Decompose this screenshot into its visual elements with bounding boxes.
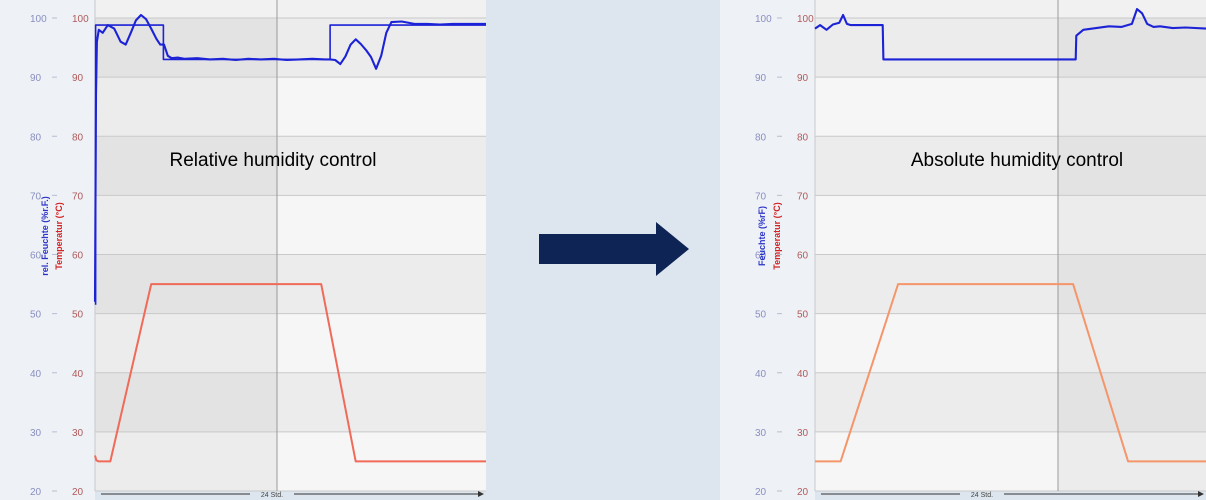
grid-band [815,18,1058,78]
grid-band [1058,372,1206,432]
grid-band [95,18,277,78]
grid-band [277,313,486,373]
grid-band [277,372,486,432]
tick-label-left: 60 [30,251,42,262]
tick-label-right: 60 [72,251,84,262]
tick-label-right: 20 [72,487,84,498]
grid-band [277,18,486,78]
relative-humidity-chart: 100 90 80 70 60 50 40 30 20 100 90 80 70 60 50 40 30 20 re… [0,0,486,500]
y-axis-label-temperature: Temperatur (°C) [54,202,64,269]
grid-band [95,0,486,18]
tick-label-right: 70 [72,191,84,202]
chart-title: Absolute humidity control [911,150,1123,171]
tick-label-right: 40 [797,369,809,380]
grid-band [815,77,1058,137]
grid-band [815,195,1058,255]
tick-label-left: 50 [755,310,767,321]
tick-label-right: 100 [72,14,89,25]
grid-band [815,372,1058,432]
grid-band [95,77,277,137]
tick-label-left: 40 [30,369,42,380]
grid-band [815,313,1058,373]
tick-label-right: 50 [72,310,84,321]
grid-band [1058,136,1206,196]
tick-label-right: 40 [72,369,84,380]
tick-label-left: 80 [755,132,767,143]
grid-band [1058,254,1206,314]
tick-label-left: 100 [30,14,47,25]
series-temperature [94,283,486,463]
tick-label-left: 50 [30,310,42,321]
grid-band [95,195,277,255]
series-temperature [815,283,1206,463]
tick-label-left: 80 [30,132,42,143]
tick-label-right: 30 [72,428,84,439]
series-humidity-actual [814,8,1206,61]
axis-margin [0,0,95,500]
tick-label-right: 30 [797,428,809,439]
grid-band [815,431,1058,491]
grid-band [815,136,1058,196]
tick-label-left: 40 [755,369,767,380]
tick-label-right: 90 [797,73,809,84]
x-axis-arrowhead [1198,491,1204,497]
grid-band [95,372,277,432]
tick-label-left: 20 [30,487,42,498]
tick-label-left: 30 [755,428,767,439]
grid-band [1058,195,1206,255]
y-axis-label-humidity: rel. Feuchte (%r.F.) [40,196,50,276]
grid-band [277,195,486,255]
grid-band [277,77,486,137]
tick-label-right: 90 [72,73,84,84]
tick-label-right: 60 [797,251,809,262]
grid-band [95,136,277,196]
grid-band [95,313,277,373]
x-axis-label: 24 Std. [971,492,993,499]
tick-label-right: 80 [72,132,84,143]
tick-label-left: 90 [755,73,767,84]
tick-label-left: 70 [30,191,42,202]
x-axis-arrowhead [478,491,484,497]
tick-label-left: 90 [30,73,42,84]
tick-label-right: 50 [797,310,809,321]
grid-band [95,431,277,491]
y-axis-label-humidity: Feuchte (%rF) [757,206,767,266]
tick-label-right: 100 [797,14,814,25]
tick-label-left: 20 [755,487,767,498]
chart-title: Relative humidity control [170,150,377,171]
axis-margin [720,0,815,500]
tick-label-right: 70 [797,191,809,202]
grid-band [1058,77,1206,137]
x-axis-label: 24 Std. [261,492,283,499]
y-axis-label-temperature: Temperatur (°C) [772,202,782,269]
grid-band [815,0,1206,18]
tick-label-left: 100 [755,14,772,25]
tick-label-right: 80 [797,132,809,143]
series-humidity-setpoint [94,24,486,305]
right-arrow-icon [538,222,690,276]
tick-label-right: 20 [797,487,809,498]
tick-label-left: 70 [755,191,767,202]
tick-label-left: 60 [755,251,767,262]
tick-label-left: 30 [30,428,42,439]
absolute-humidity-chart: 100 90 80 70 60 50 40 30 20 100 90 80 70 60 50 40 30 20 Fe… [720,0,1206,500]
series-humidity-actual [93,13,486,302]
grid-band [277,136,486,196]
grid-band [1058,313,1206,373]
